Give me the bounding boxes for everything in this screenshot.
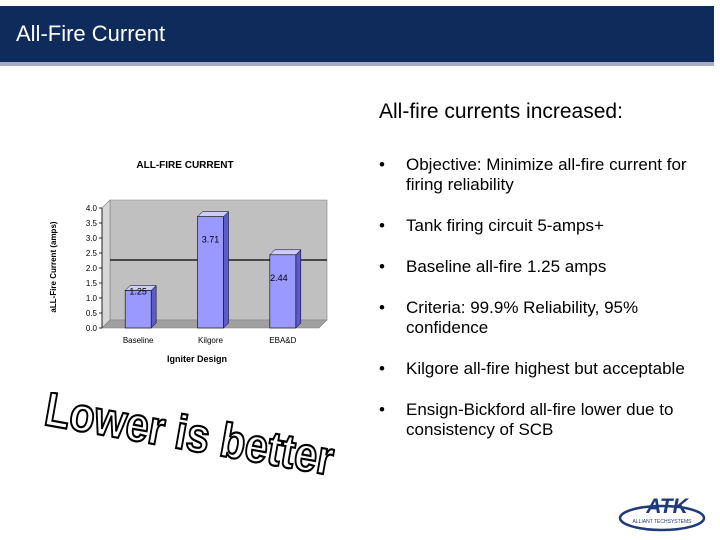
bullet-item: Baseline all-fire 1.25 amps	[379, 257, 709, 277]
logo-swoosh	[618, 504, 706, 532]
slide-heading: All-fire currents increased:	[379, 100, 623, 123]
bullet-item: Criteria: 99.9% Reliability, 95% confide…	[379, 298, 709, 338]
bar-side	[295, 249, 302, 329]
bar	[124, 290, 152, 329]
bar-top	[196, 211, 230, 217]
title-bar: All-Fire Current	[0, 6, 714, 66]
bar-data-label: 1.25	[129, 287, 147, 297]
slide-title: All-Fire Current	[16, 21, 166, 46]
bar-side	[223, 211, 229, 329]
logo-text: ATK	[645, 495, 689, 518]
y-tick-label: 3.5	[86, 219, 98, 228]
logo-subtext: ALLIANT TECHSYSTEMS	[633, 519, 693, 525]
y-tick-label: 4.0	[86, 204, 98, 213]
y-tick-label: 0.5	[86, 309, 98, 318]
bar	[197, 216, 224, 329]
plot-side-wall	[101, 199, 111, 329]
plot-area: 0.0 0.5 1.0 1.5 2.0 2.5 3.0 3.5 4.0 1.25 Baseline 3…	[86, 199, 328, 345]
x-axis-label: Igniter Design	[167, 354, 227, 364]
y-tick-label: 0.0	[86, 324, 98, 333]
y-tick-label: 3.0	[86, 234, 98, 243]
slogan-lower-is-better: Lower is better	[40, 392, 339, 487]
bar-top	[269, 249, 302, 256]
bullet-item: Kilgore all-fire highest but acceptable	[379, 359, 709, 379]
atk-logo: ATK ALLIANT TECHSYSTEMS	[618, 495, 706, 532]
y-axis-label: aLL-Fire Current (amps)	[49, 221, 58, 312]
bar	[269, 254, 297, 329]
y-tick-label: 1.0	[86, 294, 98, 303]
y-tick-label: 2.0	[86, 264, 98, 273]
all-fire-current-chart: ALL-FIRE CURRENT Igniter Design aLL-Fire…	[49, 160, 328, 364]
slogan-text: Lower is better	[41, 392, 338, 486]
chart-title: ALL-FIRE CURRENT	[136, 160, 233, 171]
y-tick-label: 2.5	[86, 249, 98, 258]
bar-side	[150, 284, 157, 329]
bullet-item: Objective: Minimize all-fire current for…	[379, 155, 709, 195]
x-tick-label: EBA&D	[269, 336, 296, 345]
y-tick-label: 1.5	[86, 279, 98, 288]
bar-data-label: 3.71	[202, 235, 220, 245]
x-tick-label: Baseline	[123, 336, 154, 345]
bar-data-label: 2.44	[270, 273, 288, 283]
bullet-item: Ensign-Bickford all-fire lower due to co…	[379, 400, 709, 440]
bullet-item: Tank firing circuit 5-amps+	[379, 216, 709, 236]
bullet-list: Objective: Minimize all-fire current for…	[379, 155, 709, 461]
x-tick-label: Kilgore	[198, 336, 223, 345]
